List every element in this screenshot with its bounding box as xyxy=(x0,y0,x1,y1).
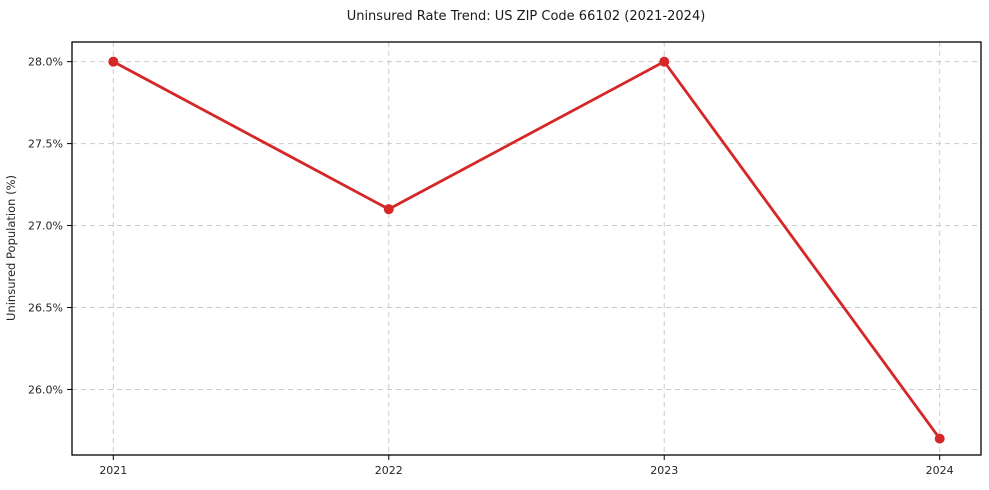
series-layer xyxy=(108,56,945,444)
data-point xyxy=(383,204,394,215)
y-tick-label: 26.0% xyxy=(28,383,63,396)
x-tick-label: 2023 xyxy=(650,464,678,477)
x-tick-label: 2021 xyxy=(99,464,127,477)
data-point xyxy=(108,56,119,67)
y-tick-label: 27.5% xyxy=(28,138,63,151)
y-axis-label: Uninsured Population (%) xyxy=(4,175,18,321)
y-tick-label: 27.0% xyxy=(28,220,63,233)
grid-layer xyxy=(72,42,981,455)
trend-line xyxy=(111,60,942,441)
x-tick-label: 2024 xyxy=(926,464,954,477)
chart-title: Uninsured Rate Trend: US ZIP Code 66102 … xyxy=(347,9,706,24)
x-tick-label: 2022 xyxy=(375,464,403,477)
data-point xyxy=(659,56,670,67)
y-tick-label: 28.0% xyxy=(28,56,63,69)
axis-layer: 26.0% 26.5% 27.0% 27.5% 28.0% 2021 2022 2023 202… xyxy=(28,41,982,477)
y-tick-label: 26.5% xyxy=(28,302,63,315)
plot-border xyxy=(71,41,982,456)
data-point xyxy=(934,433,945,444)
